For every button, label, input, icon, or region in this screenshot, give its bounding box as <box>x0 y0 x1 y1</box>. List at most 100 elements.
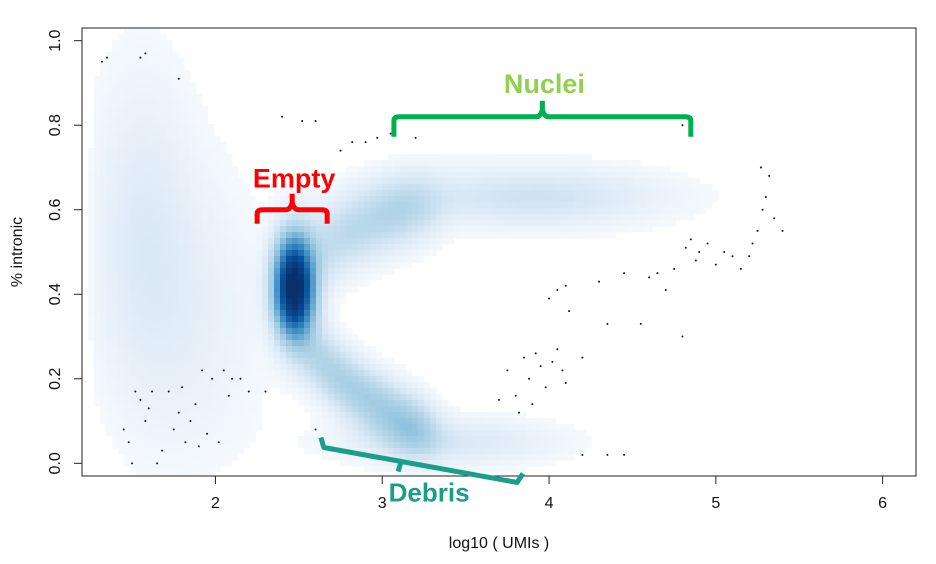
heat-cell <box>112 202 119 209</box>
outlier-point <box>731 255 734 258</box>
heat-cell <box>184 442 191 449</box>
heat-cell <box>382 256 389 263</box>
heat-cell <box>622 184 629 191</box>
heat-cell <box>340 454 347 461</box>
heat-cell <box>94 172 101 179</box>
heat-cell <box>160 430 167 437</box>
heat-cell <box>280 322 287 329</box>
heat-cell <box>118 418 125 425</box>
heat-cell <box>328 214 335 221</box>
heat-cell <box>190 370 197 377</box>
heat-cell <box>574 166 581 173</box>
heat-cell <box>256 268 263 275</box>
heat-cell <box>304 262 311 269</box>
heat-cell <box>466 154 473 161</box>
heat-cell <box>568 454 575 461</box>
heat-cell <box>418 190 425 197</box>
heat-cell <box>280 382 287 389</box>
heat-cell <box>670 202 677 209</box>
heat-cell <box>124 310 131 317</box>
heat-cell <box>190 172 197 179</box>
outlier-point <box>201 369 204 372</box>
heat-cell <box>328 244 335 251</box>
heat-cell <box>250 226 257 233</box>
heat-cell <box>166 406 173 413</box>
heat-cell <box>106 394 113 401</box>
heat-cell <box>610 178 617 185</box>
heat-cell <box>136 82 143 89</box>
heat-cell <box>118 286 125 293</box>
heat-cell <box>298 316 305 323</box>
heat-cell <box>166 418 173 425</box>
heat-cell <box>418 406 425 413</box>
heat-cell <box>472 424 479 431</box>
heat-cell <box>268 250 275 257</box>
heat-cell <box>334 184 341 191</box>
heat-cell <box>394 412 401 419</box>
outlier-point <box>167 390 170 393</box>
heat-cell <box>160 286 167 293</box>
heat-cell <box>280 292 287 299</box>
heat-cell <box>634 214 641 221</box>
heat-cell <box>160 394 167 401</box>
heat-cell <box>592 160 599 167</box>
heat-cell <box>178 178 185 185</box>
heat-cell <box>178 412 185 419</box>
heat-cell <box>154 280 161 287</box>
heat-cell <box>334 214 341 221</box>
heat-cell <box>94 382 101 389</box>
heat-cell <box>178 118 185 125</box>
heat-cell <box>184 82 191 89</box>
heat-cell <box>406 424 413 431</box>
heat-cell <box>142 214 149 221</box>
heat-cell <box>478 154 485 161</box>
heat-cell <box>94 334 101 341</box>
heat-cell <box>298 364 305 371</box>
heat-cell <box>436 226 443 233</box>
heat-cell <box>292 298 299 305</box>
heat-cell <box>220 244 227 251</box>
heat-cell <box>208 280 215 287</box>
heat-cell <box>250 370 257 377</box>
heat-cell <box>562 220 569 227</box>
heat-cell <box>676 208 683 215</box>
heat-cell <box>112 346 119 353</box>
heat-cell <box>94 130 101 137</box>
heat-cell <box>562 154 569 161</box>
heat-cell <box>544 454 551 461</box>
heat-cell <box>100 214 107 221</box>
heat-cell <box>226 412 233 419</box>
heat-cell <box>358 244 365 251</box>
heat-cell <box>142 412 149 419</box>
heat-cell <box>232 262 239 269</box>
heat-cell <box>322 322 329 329</box>
heat-cell <box>454 232 461 239</box>
heat-cell <box>532 226 539 233</box>
heat-cell <box>118 388 125 395</box>
heat-cell <box>478 184 485 191</box>
heat-cell <box>190 262 197 269</box>
heat-cell <box>118 412 125 419</box>
heat-cell <box>88 304 95 311</box>
heat-cell <box>544 190 551 197</box>
heat-cell <box>286 388 293 395</box>
heat-cell <box>184 352 191 359</box>
heat-cell <box>328 328 335 335</box>
heat-cell <box>394 256 401 263</box>
heat-cell <box>370 262 377 269</box>
heat-cell <box>154 214 161 221</box>
heat-cell <box>202 208 209 215</box>
outlier-point <box>528 377 531 380</box>
heat-cell <box>226 376 233 383</box>
heat-cell <box>208 472 215 476</box>
heat-cell <box>382 436 389 443</box>
heat-cell <box>148 472 155 476</box>
heat-cell <box>328 358 335 365</box>
heat-cell <box>442 202 449 209</box>
heat-cell <box>256 352 263 359</box>
heat-cell <box>382 202 389 209</box>
heat-cell <box>304 268 311 275</box>
heat-cell <box>184 202 191 209</box>
outlier-point <box>523 356 526 359</box>
outlier-point <box>568 310 571 313</box>
